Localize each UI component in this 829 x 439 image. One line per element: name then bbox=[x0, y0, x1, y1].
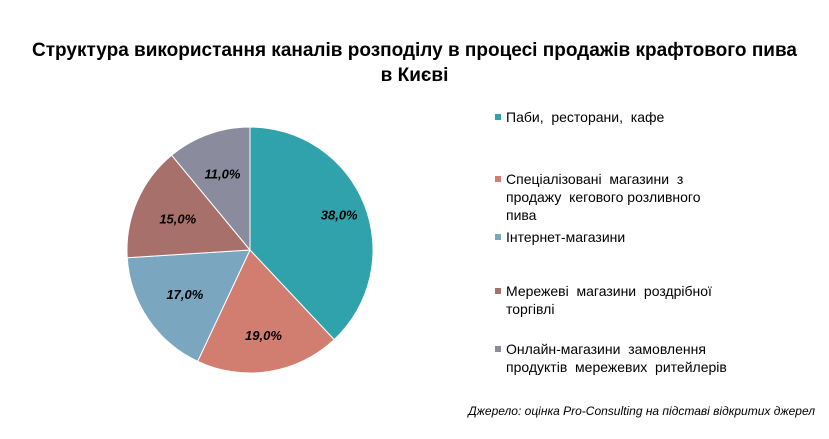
legend-swatch-1 bbox=[495, 114, 501, 120]
chart-title-line-2: в Києві bbox=[380, 65, 449, 86]
legend-label-1-line-1: Паби, ресторани, кафе bbox=[506, 109, 665, 125]
slice-label-3: 17,0% bbox=[166, 287, 203, 302]
source-note: Джерело: оцінка Pro-Consulting на підста… bbox=[468, 404, 815, 418]
legend-label-3: Інтернет-магазини bbox=[506, 228, 816, 246]
legend-swatch-4 bbox=[495, 288, 501, 294]
legend-label-5: Онлайн-магазини замовлення продуктів мере… bbox=[506, 340, 816, 376]
pie-slice-5 bbox=[170, 126, 251, 252]
legend-label-2-line-1: Спеціалізовані магазини з bbox=[506, 171, 684, 187]
legend-label-2-line-2: продажу кегового розливного bbox=[506, 189, 701, 205]
chart-title: Структура використання каналів розподілу… bbox=[0, 38, 829, 88]
slice-label-2: 19,0% bbox=[245, 328, 282, 343]
legend-label-2-line-3: пива bbox=[506, 207, 537, 223]
pie-slice-1 bbox=[249, 126, 374, 341]
pie-slice-4 bbox=[126, 154, 252, 259]
slice-label-1: 38,0% bbox=[321, 208, 358, 223]
legend-label-2: Спеціалізовані магазини з продажу кеговог… bbox=[506, 170, 816, 224]
pie-chart: 38,0% 19,0% 17,0% 15,0% 11,0% bbox=[126, 126, 374, 374]
legend-swatch-2 bbox=[495, 176, 501, 182]
legend-label-4-line-1: Мережеві магазини роздрібної bbox=[506, 283, 712, 299]
slice-label-4: 15,0% bbox=[159, 212, 196, 227]
chart-title-line-1: Структура використання каналів розподілу… bbox=[32, 40, 797, 61]
legend-label-1: Паби, ресторани, кафе bbox=[506, 108, 816, 126]
legend-label-3-line-1: Інтернет-магазини bbox=[506, 229, 626, 245]
legend-swatch-3 bbox=[495, 234, 501, 240]
legend-label-4: Мережеві магазини роздрібної торгівлі bbox=[506, 282, 816, 318]
pie-slice-2 bbox=[196, 249, 335, 374]
legend-swatch-5 bbox=[495, 346, 501, 352]
slice-label-5: 11,0% bbox=[205, 167, 241, 182]
pie-slice-3 bbox=[126, 249, 251, 362]
legend-label-5-line-1: Онлайн-магазини замовлення bbox=[506, 341, 706, 357]
legend-label-5-line-2: продуктів мережевих ритейлерів bbox=[506, 359, 727, 375]
legend-label-4-line-2: торгівлі bbox=[506, 301, 555, 317]
